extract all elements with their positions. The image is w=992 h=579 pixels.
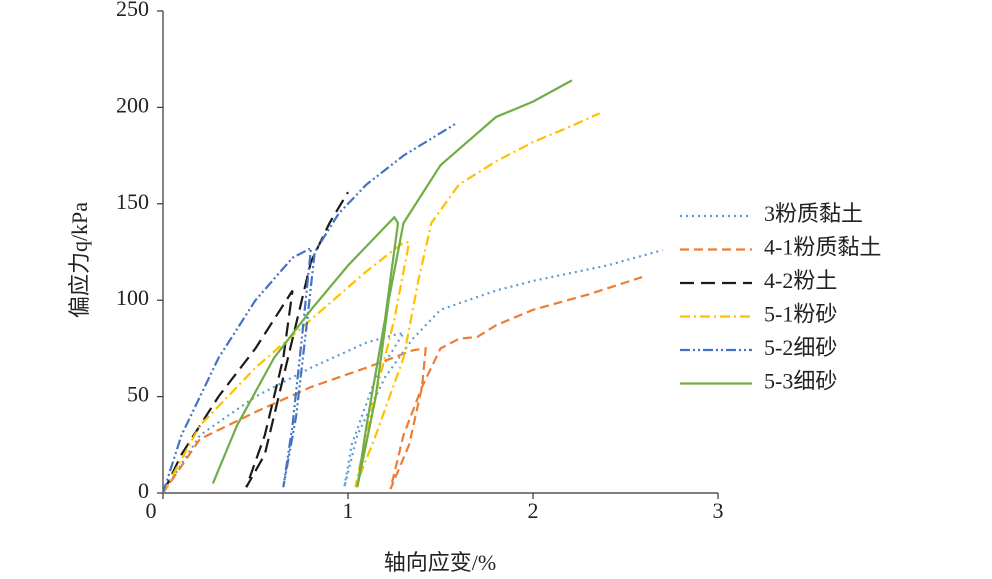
data-line <box>162 276 643 494</box>
legend-label: 5-1粉砂 <box>764 302 837 327</box>
legend-label: 3粉质黏土 <box>764 201 863 226</box>
y-tick-label: 50 <box>127 382 149 407</box>
x-axis-label: 轴向应变/% <box>384 550 496 575</box>
data-line <box>211 79 573 488</box>
legend-label: 4-1粉质黏土 <box>764 235 881 260</box>
x-tick-label: 3 <box>713 498 724 523</box>
x-tick-label: 2 <box>528 498 539 523</box>
data-line <box>162 112 601 494</box>
data-line <box>162 249 663 494</box>
y-tick-label: 100 <box>116 285 149 310</box>
data-line <box>162 191 349 494</box>
y-tick-label: 0 <box>138 478 149 503</box>
x-tick-label: 1 <box>343 498 354 523</box>
legend-label: 4-2粉土 <box>764 268 837 293</box>
x-tick-label: 0 <box>146 498 157 523</box>
data-line <box>161 121 458 494</box>
y-tick-label: 200 <box>116 92 149 117</box>
legend-label: 5-2细砂 <box>764 335 837 360</box>
y-tick-label: 150 <box>116 189 149 214</box>
y-tick-label: 250 <box>116 0 149 21</box>
legend-label: 5-3细砂 <box>764 369 837 394</box>
y-axis-label: 偏应力q/kPa <box>67 202 92 318</box>
